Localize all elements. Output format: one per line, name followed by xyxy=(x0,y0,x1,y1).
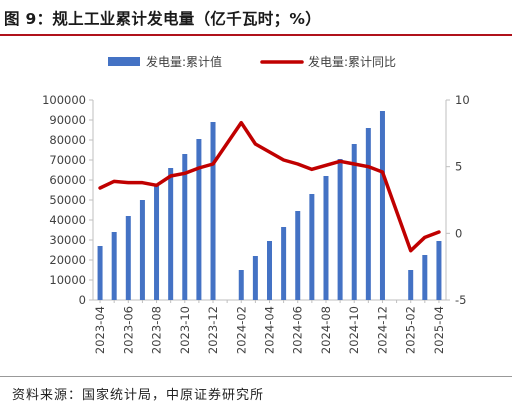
figure-header: 图 9：规上工业累计发电量（亿千瓦时；%） xyxy=(0,0,512,36)
bar xyxy=(379,111,385,300)
left-axis-tick-label: 20000 xyxy=(49,253,86,267)
bar xyxy=(422,255,428,300)
x-axis-tick-label: 2024-02 xyxy=(234,306,248,354)
left-axis-tick-label: 40000 xyxy=(49,213,86,227)
source-note: 资料来源：国家统计局，中原证券研究所 xyxy=(12,388,265,403)
left-axis-tick-label: 50000 xyxy=(49,193,86,207)
bar xyxy=(408,270,414,300)
bar xyxy=(125,216,131,300)
x-axis-tick-label: 2025-04 xyxy=(432,306,446,354)
bar xyxy=(238,270,244,300)
bar xyxy=(295,211,301,300)
x-axis-tick-label: 2024-04 xyxy=(263,306,277,354)
left-axis-tick-label: 100000 xyxy=(42,93,86,107)
bar xyxy=(365,128,371,300)
figure-title: 图 9：规上工业累计发电量（亿千瓦时；%） xyxy=(4,10,322,28)
bar xyxy=(168,168,174,300)
bar xyxy=(210,122,216,300)
x-axis-tick-label: 2024-12 xyxy=(375,306,389,354)
bar xyxy=(309,194,315,300)
bar xyxy=(154,184,160,300)
bar xyxy=(351,144,357,300)
bar xyxy=(111,232,117,300)
x-axis-tick-label: 2024-06 xyxy=(291,306,305,354)
x-axis-tick-label: 2023-06 xyxy=(121,306,135,354)
left-axis-tick-label: 70000 xyxy=(49,153,86,167)
yoy-line xyxy=(98,120,441,253)
right-axis-tick-label: -5 xyxy=(455,293,466,307)
bar xyxy=(252,256,258,300)
legend-bar-label: 发电量:累计值 xyxy=(146,54,222,69)
legend-bar-swatch xyxy=(108,57,140,66)
right-axis-tick-label: 5 xyxy=(455,160,462,174)
right-axis-tick-label: 10 xyxy=(455,93,470,107)
legend-line-label: 发电量:累计同比 xyxy=(308,54,396,69)
x-axis-tick-label: 2023-12 xyxy=(206,306,220,354)
left-axis-tick-label: 60000 xyxy=(49,173,86,187)
chart-area: 0 10000 20000 30000 40000 50000 60000 70000 8000… xyxy=(0,36,512,376)
bar xyxy=(196,139,202,300)
bar xyxy=(436,241,442,300)
left-axis-tick-label: 10000 xyxy=(49,273,86,287)
x-axis-tick-label: 2025-02 xyxy=(404,306,418,354)
source-divider xyxy=(0,376,512,377)
bar xyxy=(267,241,272,300)
bar xyxy=(337,159,343,300)
x-axis-tick-label: 2023-08 xyxy=(150,306,164,354)
x-axis-tick-label: 2023-10 xyxy=(178,306,192,354)
bar xyxy=(323,176,329,300)
bar xyxy=(97,246,103,300)
power-generation-chart: 0 10000 20000 30000 40000 50000 60000 70000 8000… xyxy=(42,54,470,354)
left-axis-tick-label: 30000 xyxy=(49,233,86,247)
right-axis-tick-label: 0 xyxy=(455,226,462,240)
title-divider xyxy=(0,34,512,36)
left-axis-tick-label: 90000 xyxy=(49,113,86,127)
bar xyxy=(139,200,145,300)
x-axis-tick-label: 2024-08 xyxy=(319,306,333,354)
bar xyxy=(182,154,188,300)
x-axis-tick-label: 2024-10 xyxy=(347,306,361,354)
bar xyxy=(281,227,287,300)
left-axis-tick-label: 80000 xyxy=(49,133,86,147)
x-axis-tick-label: 2023-04 xyxy=(93,306,107,354)
left-axis-tick-label: 0 xyxy=(79,293,86,307)
